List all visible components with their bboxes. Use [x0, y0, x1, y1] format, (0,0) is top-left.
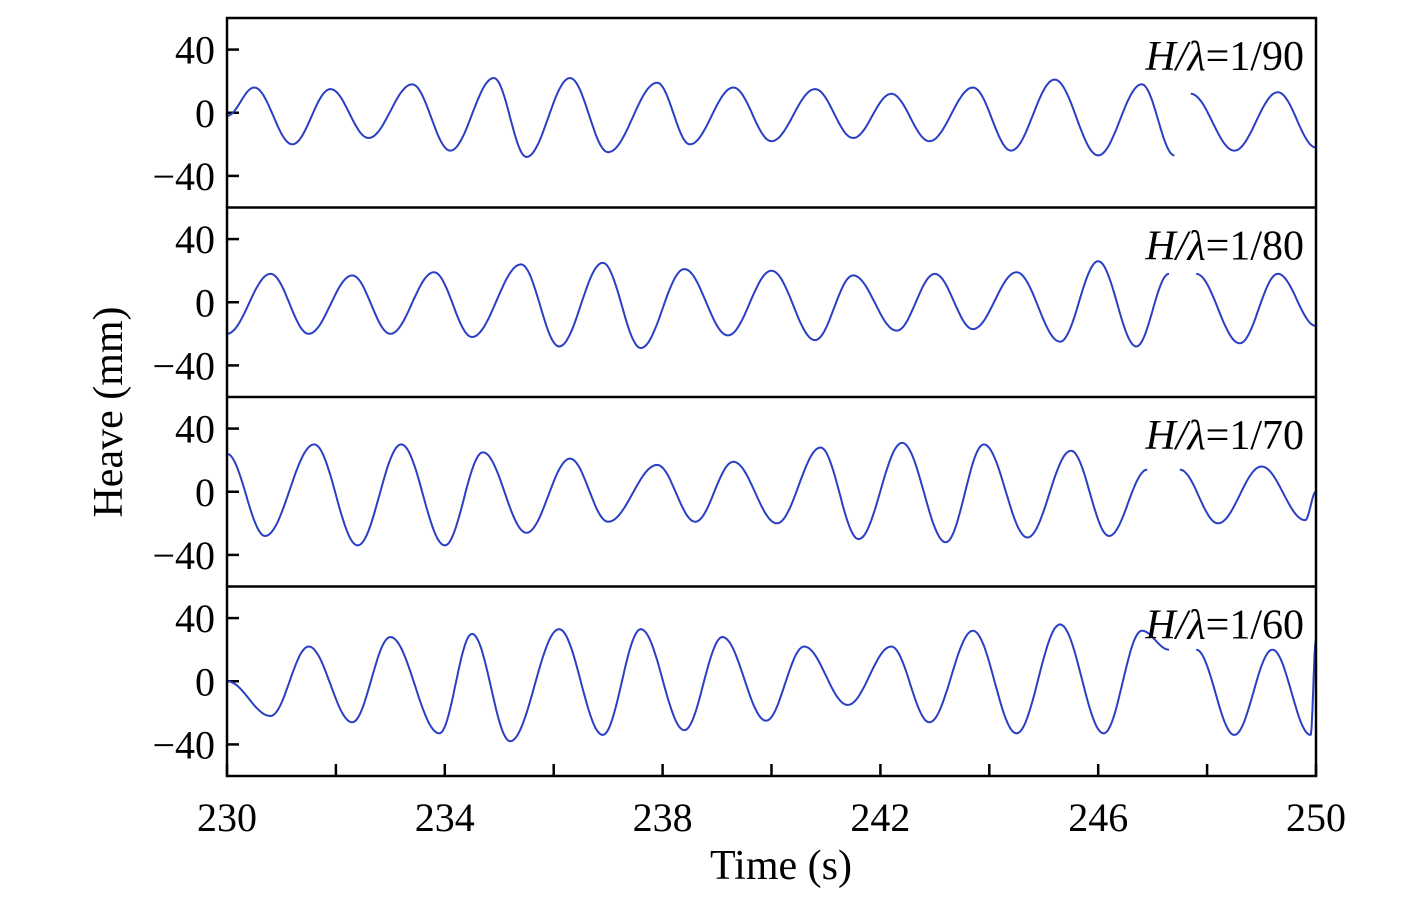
- panel-label: H/λ=1/70: [1144, 413, 1304, 459]
- panel-label: H/λ=1/60: [1144, 603, 1304, 649]
- heave-series-4-2: [1196, 639, 1317, 736]
- y-tick-label: −40: [152, 533, 215, 578]
- x-tick-label: 234: [415, 795, 475, 840]
- panel-label: H/λ=1/90: [1144, 34, 1304, 80]
- panel-label-value: =1/80: [1206, 224, 1304, 270]
- heave-series-4-1: [226, 623, 1170, 743]
- panel-label-ratio: H/λ: [1144, 413, 1205, 459]
- y-tick-label: 0: [195, 91, 215, 136]
- heave-series-3-2: [1179, 465, 1317, 525]
- panel-label-ratio: H/λ: [1144, 603, 1205, 649]
- heave-series-2-2: [1196, 272, 1317, 345]
- y-tick-label: 0: [195, 470, 215, 515]
- y-tick-label: 40: [175, 596, 215, 641]
- x-tick-label: 246: [1068, 795, 1128, 840]
- y-tick-label: −40: [152, 343, 215, 388]
- plot-frame: [225, 16, 1318, 778]
- y-axis-title: Heave (mm): [86, 306, 132, 517]
- y-tick-label: 40: [175, 217, 215, 262]
- panel-label-value: =1/70: [1206, 413, 1304, 459]
- x-tick-label: 242: [850, 795, 910, 840]
- x-axis-title: Time (s): [710, 843, 852, 889]
- x-tick-label: 250: [1286, 795, 1346, 840]
- y-tick-label: −40: [152, 154, 215, 199]
- heave-series-1-2: [1190, 91, 1317, 152]
- heave-series-3-1: [226, 441, 1148, 547]
- panel-label-value: =1/90: [1206, 34, 1304, 80]
- panel-2: 40 0 −40 H/λ=1/80: [152, 206, 1317, 388]
- heave-series-1-1: [226, 77, 1175, 158]
- panel-label-ratio: H/λ: [1144, 224, 1205, 270]
- panel-label-value: =1/60: [1206, 603, 1304, 649]
- y-tick-label: −40: [152, 722, 215, 767]
- x-tick-label: 230: [197, 795, 257, 840]
- y-tick-label: 0: [195, 659, 215, 704]
- panel-1: 40 0 −40 H/λ=1/90: [152, 28, 1317, 199]
- heave-series-2-1: [226, 260, 1170, 349]
- y-tick-label: 40: [175, 407, 215, 452]
- panel-label: H/λ=1/80: [1144, 224, 1304, 270]
- x-axis: 230 234 238 242 246 250: [197, 764, 1346, 840]
- panels-group: 400−40H/λ=1/90400−40H/λ=1/80400−40H/λ=1/…: [152, 28, 1317, 767]
- y-tick-label: 40: [175, 28, 215, 73]
- x-tick-label: 238: [633, 795, 693, 840]
- panel-4: 40 0 −40 H/λ=1/60: [152, 585, 1317, 767]
- y-tick-label: 0: [195, 280, 215, 325]
- panel-label-ratio: H/λ: [1144, 34, 1205, 80]
- panel-3: 40 0 −40 H/λ=1/70: [152, 395, 1317, 578]
